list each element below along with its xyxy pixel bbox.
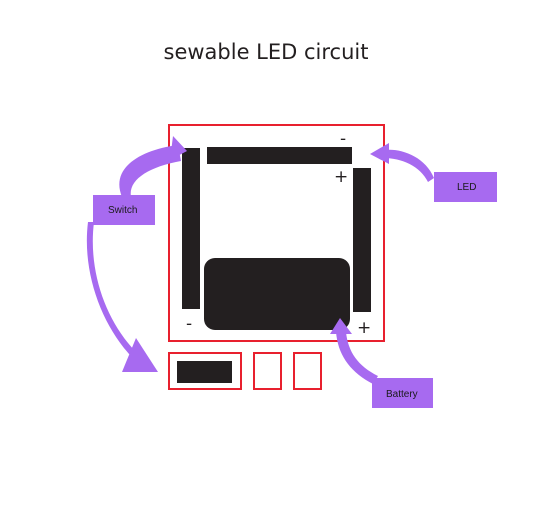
switch-slot-2 [253, 352, 282, 390]
battery-plus-sign: + [357, 318, 371, 338]
switch-slot-3 [293, 352, 322, 390]
battery-minus-sign: - [186, 314, 192, 334]
battery-label: Battery [386, 389, 418, 400]
battery-arrow [336, 332, 378, 384]
led-plus-sign: + [334, 167, 348, 187]
led-label: LED [457, 182, 476, 193]
battery-arrow-head [330, 318, 352, 334]
trace-left [182, 148, 200, 309]
switch-label: Switch [108, 205, 137, 216]
switch-arrow-bottom-head [122, 338, 158, 372]
battery-holder [204, 258, 350, 330]
led-minus-sign: - [340, 129, 346, 149]
switch-arrow-top-head [170, 136, 187, 160]
led-label-box [434, 172, 497, 202]
board-outline [168, 124, 385, 342]
switch-slider [177, 361, 232, 383]
led-arrow-head [370, 143, 389, 164]
switch-label-box [93, 195, 155, 225]
switch-arrow-bottom [86, 222, 136, 355]
switch-arrow-top [119, 145, 181, 197]
battery-label-box [372, 378, 433, 408]
diagram-title: sewable LED circuit [163, 40, 369, 64]
switch-slot [168, 352, 242, 390]
led-arrow [383, 149, 434, 182]
trace-top [207, 147, 352, 164]
trace-right [353, 168, 371, 312]
